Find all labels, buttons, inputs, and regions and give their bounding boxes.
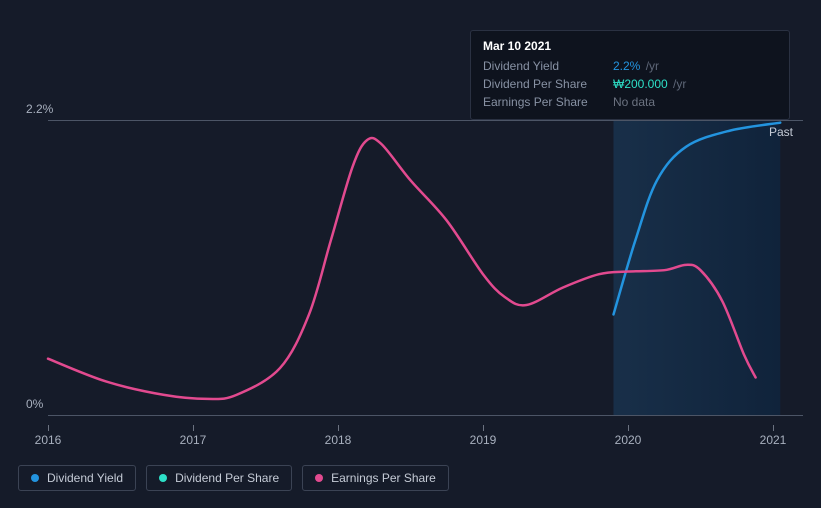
legend-label: Earnings Per Share bbox=[331, 471, 436, 485]
legend-dot bbox=[31, 474, 39, 482]
plot-area[interactable]: Past bbox=[18, 105, 803, 415]
y-axis-label-min: 0% bbox=[26, 397, 43, 411]
tooltip-value: 2.2% /yr bbox=[613, 57, 659, 75]
legend-dot bbox=[159, 474, 167, 482]
tooltip-row: Dividend Yield2.2% /yr bbox=[483, 57, 777, 75]
tooltip-row: Earnings Per ShareNo data bbox=[483, 93, 777, 111]
tooltip-key: Dividend Per Share bbox=[483, 75, 613, 93]
legend: Dividend Yield Dividend Per Share Earnings… bbox=[18, 465, 449, 491]
legend-item[interactable]: Dividend Yield bbox=[18, 465, 136, 491]
x-tick bbox=[193, 425, 194, 431]
legend-label: Dividend Per Share bbox=[175, 471, 279, 485]
tooltip: Mar 10 2021 Dividend Yield2.2% /yrDivide… bbox=[470, 30, 790, 120]
x-axis-label: 2017 bbox=[180, 433, 207, 447]
x-axis-label: 2020 bbox=[615, 433, 642, 447]
baseline bbox=[48, 415, 803, 416]
gridline-top bbox=[48, 120, 803, 121]
past-badge: Past bbox=[763, 123, 799, 141]
x-tick bbox=[48, 425, 49, 431]
x-axis-label: 2018 bbox=[325, 433, 352, 447]
tooltip-date: Mar 10 2021 bbox=[483, 39, 777, 53]
tooltip-row: Dividend Per Share₩200.000 /yr bbox=[483, 75, 777, 93]
x-axis-label: 2021 bbox=[760, 433, 787, 447]
x-tick bbox=[628, 425, 629, 431]
x-tick bbox=[773, 425, 774, 431]
legend-item[interactable]: Earnings Per Share bbox=[302, 465, 449, 491]
x-axis-label: 2019 bbox=[470, 433, 497, 447]
legend-dot bbox=[315, 474, 323, 482]
tooltip-key: Dividend Yield bbox=[483, 57, 613, 75]
x-tick bbox=[338, 425, 339, 431]
chart-svg bbox=[18, 105, 803, 415]
legend-item[interactable]: Dividend Per Share bbox=[146, 465, 292, 491]
tooltip-key: Earnings Per Share bbox=[483, 93, 613, 111]
x-tick bbox=[483, 425, 484, 431]
tooltip-value: ₩200.000 /yr bbox=[613, 75, 686, 93]
tooltip-value: No data bbox=[613, 93, 655, 111]
x-axis-label: 2016 bbox=[35, 433, 62, 447]
y-axis-label-max: 2.2% bbox=[26, 102, 53, 116]
x-axis: 2016 2017 2018 2019 2020 2021 bbox=[18, 425, 803, 445]
legend-label: Dividend Yield bbox=[47, 471, 123, 485]
